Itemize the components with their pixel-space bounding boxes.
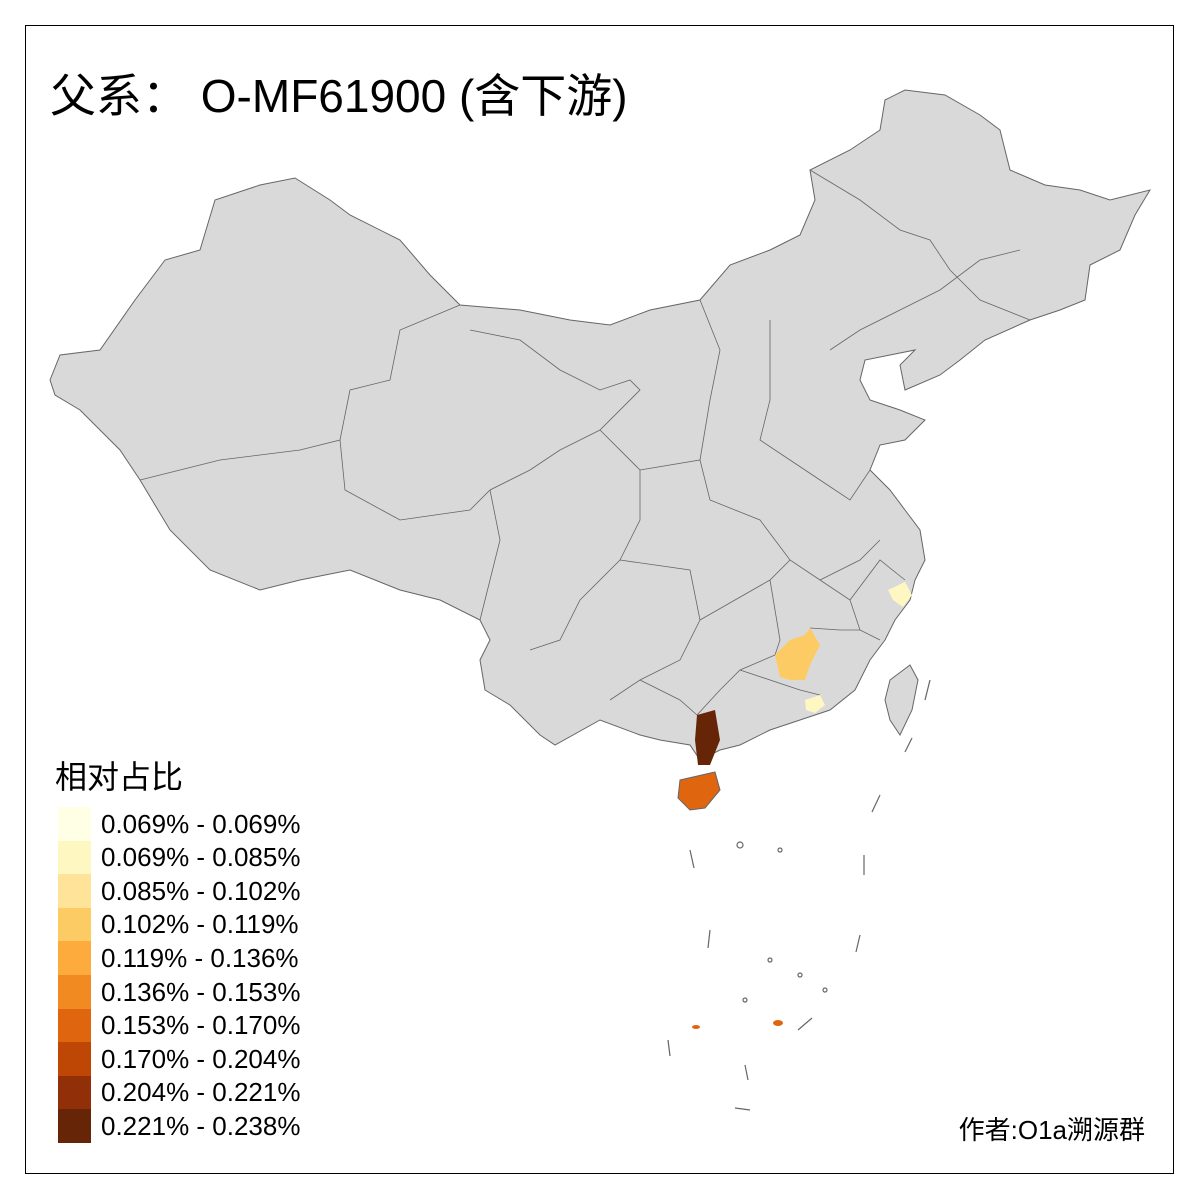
legend-swatch	[58, 807, 91, 841]
legend-entry: 0.069% - 0.085%	[58, 840, 301, 875]
legend-swatch	[58, 975, 91, 1009]
legend-label: 0.085% - 0.102%	[101, 875, 301, 906]
mainland-region	[49, 89, 1152, 761]
legend-label: 0.102% - 0.119%	[101, 909, 299, 940]
map-frame	[25, 25, 1174, 1174]
legend-entry: 0.221% - 0.238%	[58, 1109, 301, 1144]
region-class-2-guangdong	[805, 695, 825, 713]
island-marks	[667, 679, 931, 1111]
legend-entry: 0.085% - 0.102%	[58, 874, 301, 909]
author-credit: 作者:O1a溯源群	[958, 1115, 1145, 1145]
legend-label: 0.069% - 0.085%	[101, 842, 301, 873]
region-class-10	[695, 710, 720, 765]
legend-swatch	[58, 1075, 91, 1110]
legend-entry: 0.204% - 0.221%	[58, 1075, 301, 1110]
legend-swatch	[58, 874, 91, 909]
taiwan-region	[884, 664, 919, 737]
legend-swatch	[58, 1042, 91, 1077]
province-borders	[139, 169, 1031, 716]
legend-entry: 0.153% - 0.170%	[58, 1008, 301, 1043]
legend-title: 相对占比	[55, 759, 184, 795]
legend-entry: 0.069% - 0.069%	[58, 807, 300, 841]
legend-entry: 0.102% - 0.119%	[58, 907, 299, 942]
legend-label: 0.136% - 0.153%	[101, 976, 301, 1007]
legend-label: 0.221% - 0.238%	[101, 1110, 301, 1141]
legend-label: 0.069% - 0.069%	[101, 808, 301, 839]
legend-entry: 0.136% - 0.153%	[58, 975, 300, 1009]
region-class-2-fujian	[888, 582, 912, 607]
region-class-7-hainan	[677, 771, 721, 811]
legend-label: 0.204% - 0.221%	[101, 1077, 301, 1108]
legend-swatch	[58, 907, 91, 942]
legend-entry: 0.170% - 0.204%	[58, 1042, 301, 1077]
legend-swatch	[58, 941, 91, 976]
legend-swatch	[58, 840, 91, 875]
island-class-7	[692, 1025, 700, 1029]
legend-swatch	[58, 1109, 91, 1144]
region-class-4	[775, 628, 820, 680]
legend-label: 0.119% - 0.136%	[101, 942, 299, 973]
island-class-7	[773, 1020, 783, 1026]
map-title: 父系： O-MF61900 (含下游)	[50, 70, 628, 122]
legend-label: 0.153% - 0.170%	[101, 1010, 301, 1041]
legend-label: 0.170% - 0.204%	[101, 1043, 301, 1074]
legend-swatch	[58, 1008, 91, 1043]
legend-entry: 0.119% - 0.136%	[58, 941, 299, 976]
